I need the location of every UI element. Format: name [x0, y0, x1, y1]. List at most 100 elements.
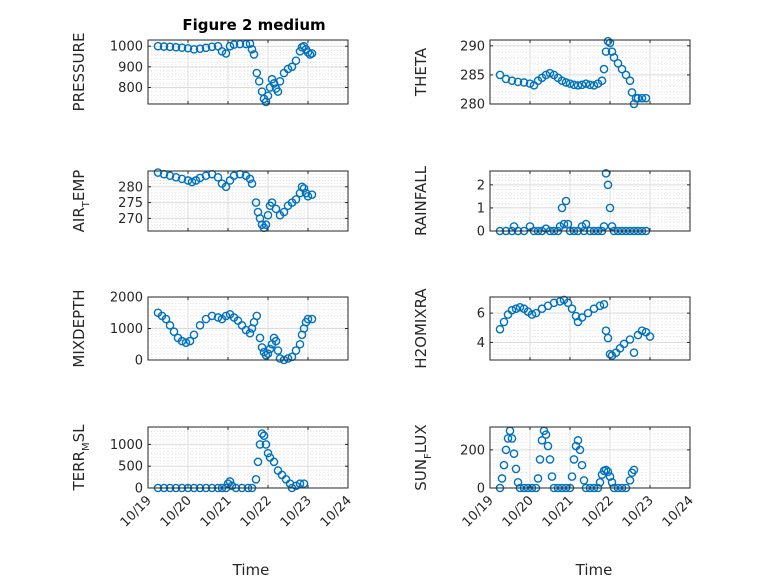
data-point [515, 302, 525, 312]
data-point [273, 87, 283, 96]
panel-4: 0 1 2 RAINFALL [412, 165, 691, 240]
data-point [577, 80, 587, 90]
data-point [605, 472, 615, 481]
data-point [195, 321, 205, 330]
data-point [303, 191, 313, 201]
data-point [555, 297, 565, 306]
data-point [573, 81, 583, 90]
data-point [595, 301, 605, 311]
data-point [153, 41, 163, 51]
y-tick-label: 285 [460, 68, 485, 83]
panel-1: 800 900 1000 PRESSURE [70, 33, 349, 112]
x-tick-label: 10/21 [540, 493, 577, 530]
data-point [561, 196, 571, 206]
data-point [189, 44, 199, 54]
data-point [583, 308, 593, 318]
data-point [259, 431, 269, 441]
data-point [625, 476, 635, 485]
x-tick-label: 10/19 [118, 493, 155, 530]
data-point [559, 219, 569, 229]
data-point [603, 36, 613, 46]
y-tick-label: 275 [118, 196, 143, 211]
data-point [251, 198, 261, 207]
axes-box [147, 426, 349, 489]
data-point [299, 479, 309, 488]
figure-title: Figure 2 medium [182, 16, 325, 34]
data-point [637, 326, 647, 335]
y-tick-label: 290 [460, 39, 485, 54]
data-point [171, 42, 181, 52]
data-point [613, 58, 623, 68]
data-point [165, 171, 175, 181]
y-tick-label: 4 [477, 336, 485, 351]
data-point [252, 68, 262, 78]
data-point [537, 436, 547, 445]
data-point [307, 314, 317, 324]
y-tick-label: 2000 [110, 291, 143, 306]
data-point [585, 80, 595, 90]
data-point [261, 350, 271, 360]
data-point [619, 339, 629, 349]
data-point [257, 429, 267, 438]
data-point [171, 173, 181, 182]
plot-area [490, 40, 690, 104]
x-tick-label: 10/20 [500, 493, 537, 530]
data-point [601, 47, 611, 56]
data-point [303, 314, 313, 324]
data-point [513, 77, 523, 87]
data-point [241, 39, 251, 49]
data-point [187, 177, 197, 187]
data-point [605, 203, 615, 213]
data-point [547, 472, 557, 481]
x-tick-label: 10/24 [660, 493, 697, 530]
data-point [261, 220, 271, 229]
data-point [511, 464, 521, 474]
axes-box [489, 170, 691, 232]
data-point [599, 222, 609, 231]
data-point [507, 305, 517, 315]
panel-5: 0 1000 2000 MIXDEPTH [70, 289, 349, 369]
data-point [527, 310, 537, 319]
data-point [229, 171, 239, 181]
data-point [249, 50, 259, 59]
data-point [183, 176, 193, 185]
axes-box [489, 39, 691, 105]
data-point [513, 477, 523, 487]
data-point [307, 49, 317, 58]
data-point [625, 76, 635, 86]
data-point [295, 339, 305, 349]
data-point [291, 346, 301, 355]
data-point [633, 93, 643, 103]
y-axis-label: TERRMSL [70, 424, 92, 492]
data-point [273, 346, 283, 355]
data-point [573, 436, 583, 445]
data-point [153, 168, 163, 177]
x-tick-label: 10/19 [460, 493, 497, 530]
y-axis-label: MIXDEPTH [70, 289, 88, 367]
data-point [247, 179, 257, 188]
y-tick-label: 0 [477, 225, 485, 240]
data-point [533, 474, 543, 483]
data-point [595, 477, 605, 487]
data-point [283, 354, 293, 363]
data-point [275, 76, 285, 86]
data-point [503, 434, 513, 443]
data-point [287, 62, 297, 72]
data-point [509, 449, 519, 458]
panel-6: 4 6 H2OMIXRA [412, 288, 691, 369]
data-point [247, 44, 257, 54]
data-point [177, 174, 187, 184]
y-tick-label: 200 [460, 443, 485, 458]
data-point [495, 70, 505, 80]
data-point [291, 56, 301, 65]
data-point [557, 203, 567, 213]
data-point [295, 479, 305, 488]
x-tick-label: 10/22 [238, 493, 275, 530]
y-tick-label: 1 [477, 201, 485, 216]
y-axis-label: PRESSURE [70, 33, 88, 112]
data-point [589, 81, 599, 90]
y-tick-label: 0 [135, 354, 143, 369]
data-point [297, 182, 307, 192]
data-point [267, 74, 277, 84]
